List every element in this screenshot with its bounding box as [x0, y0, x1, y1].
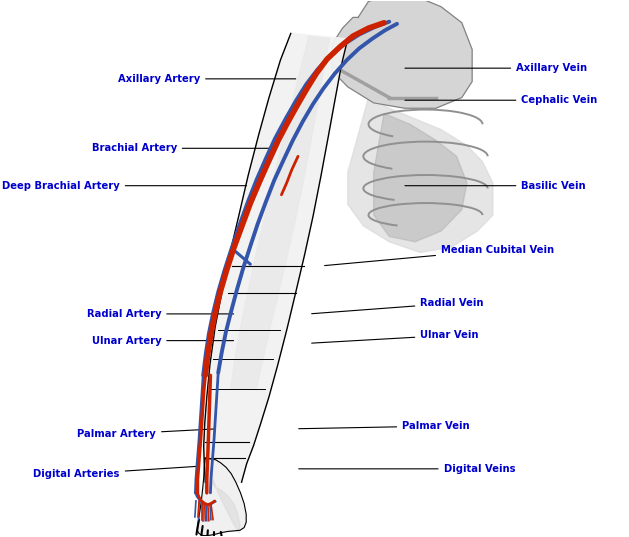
- Text: Basilic Vein: Basilic Vein: [405, 180, 586, 191]
- Text: Axillary Artery: Axillary Artery: [118, 74, 296, 84]
- Text: Brachial Artery: Brachial Artery: [91, 143, 275, 153]
- Text: Radial Artery: Radial Artery: [87, 309, 233, 319]
- Text: Axillary Vein: Axillary Vein: [405, 63, 587, 73]
- Text: Median Cubital Vein: Median Cubital Vein: [325, 245, 554, 266]
- Text: Palmar Artery: Palmar Artery: [77, 429, 216, 439]
- Polygon shape: [204, 33, 348, 482]
- Text: Cephalic Vein: Cephalic Vein: [405, 95, 598, 105]
- Text: Palmar Vein: Palmar Vein: [299, 421, 470, 431]
- Polygon shape: [374, 114, 467, 242]
- Polygon shape: [348, 98, 493, 252]
- Text: Ulnar Artery: Ulnar Artery: [92, 336, 233, 346]
- Text: Deep Brachial Artery: Deep Brachial Artery: [2, 180, 247, 191]
- Polygon shape: [198, 458, 246, 535]
- Polygon shape: [231, 36, 330, 390]
- Text: Radial Vein: Radial Vein: [312, 298, 484, 314]
- Polygon shape: [209, 466, 240, 533]
- Text: Ulnar Vein: Ulnar Vein: [312, 330, 479, 343]
- Text: Digital Veins: Digital Veins: [299, 464, 515, 474]
- Text: Digital Arteries: Digital Arteries: [33, 466, 198, 479]
- Polygon shape: [332, 0, 472, 108]
